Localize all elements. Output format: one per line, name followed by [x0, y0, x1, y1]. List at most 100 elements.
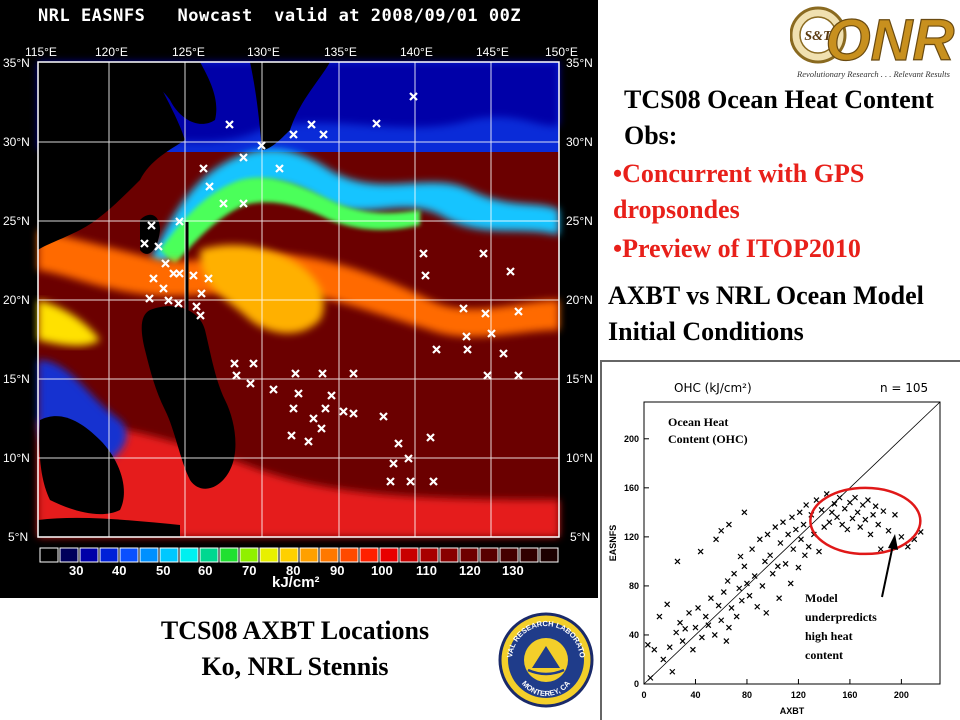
axbt-location-markers: [140, 92, 523, 486]
data-point: [831, 500, 838, 507]
lon-label: 135°E: [324, 45, 357, 59]
lon-label: 125°E: [172, 45, 205, 59]
data-point: [826, 519, 833, 526]
data-point: [651, 646, 658, 653]
high-heat-ellipse: [809, 486, 922, 556]
data-point: [711, 632, 718, 638]
data-point: [737, 553, 744, 560]
data-point: [718, 617, 725, 624]
data-point: [839, 521, 846, 528]
data-point: [849, 515, 856, 522]
data-point: [754, 603, 761, 610]
data-point: [664, 601, 671, 608]
data-point: [857, 524, 864, 530]
data-point: [723, 638, 730, 645]
x-tick-label: 0: [641, 690, 646, 700]
lon-label: 130°E: [247, 45, 280, 59]
data-point: [846, 499, 853, 506]
data-point: [647, 674, 654, 681]
lon-label: 115°E: [25, 45, 57, 59]
data-point: [695, 605, 701, 611]
data-point: [787, 580, 794, 587]
data-point: [726, 521, 732, 528]
ohc-scatter-panel: 0 40 80 120 160 200 0 40 80 120 160 200 OHC (kJ/cm²)…: [600, 360, 960, 720]
y-tick-label: 40: [629, 630, 639, 640]
data-point: [877, 546, 884, 553]
data-point: [813, 497, 820, 504]
x-tick-label: 80: [742, 690, 752, 700]
lat-label-right: 30°N: [566, 135, 593, 149]
data-point: [736, 585, 743, 592]
ohc-scatter-plot: 0 40 80 120 160 200 0 40 80 120 160 200 OHC (kJ/cm²)…: [608, 381, 941, 716]
data-point: [836, 494, 843, 501]
onr-logo: S&T ONR: [789, 2, 960, 82]
y-axis-label: EASNFS: [608, 525, 618, 562]
data-point: [780, 519, 786, 526]
colorbar-tick: 90: [330, 563, 345, 578]
bullet-gps-dropsondes: •Concurrent with GPS dropsondes: [613, 159, 865, 224]
ohc-map: [37, 61, 560, 563]
data-point: [816, 548, 822, 555]
data-point: [718, 527, 725, 534]
y-tick-label: 120: [624, 532, 639, 542]
data-point: [644, 641, 651, 648]
data-point: [738, 597, 745, 604]
ohc-annotation: Ocean Heat Content (OHC): [668, 415, 748, 446]
data-point: [763, 609, 770, 616]
map-caption: TCS08 AXBT Locations Ko, NRL Stennis: [120, 613, 470, 685]
data-point: [686, 609, 692, 616]
caption-line-1: TCS08 AXBT Locations: [160, 616, 430, 645]
obs-heading: TCS08 Ocean Heat Content Obs:: [624, 85, 934, 150]
colorbar: [39, 547, 559, 563]
data-point: [702, 613, 709, 620]
data-point: [767, 552, 774, 559]
data-point: [870, 511, 877, 518]
lat-label: 30°N: [3, 135, 30, 149]
seal-text: S&T: [804, 29, 833, 44]
data-point: [682, 625, 689, 632]
lat-label: 35°N: [3, 56, 30, 70]
chart-title: OHC (kJ/cm²): [674, 381, 752, 395]
data-point: [707, 595, 714, 602]
data-point: [749, 546, 756, 553]
x-tick-label: 120: [791, 690, 806, 700]
lon-label: 150°E: [545, 45, 578, 59]
data-point: [673, 629, 680, 636]
data-point: [764, 531, 771, 538]
data-point: [892, 511, 898, 518]
data-point: [728, 605, 735, 611]
data-point: [741, 563, 748, 570]
y-tick-label: 160: [624, 483, 639, 493]
colorbar-tick: 80: [286, 563, 301, 578]
data-point: [674, 558, 681, 565]
caption-line-2: Ko, NRL Stennis: [201, 652, 389, 681]
data-point: [772, 524, 779, 530]
data-point: [865, 497, 871, 504]
lat-label-right: 15°N: [566, 372, 593, 386]
data-point: [762, 558, 768, 565]
y-tick-label: 200: [624, 434, 639, 444]
data-point: [769, 570, 776, 577]
data-point: [789, 514, 795, 521]
onr-tagline: Revolutionary Research . . . Relevant Re…: [797, 69, 950, 79]
data-point: [756, 536, 763, 543]
data-point: [679, 638, 686, 645]
lat-label-right: 25°N: [566, 214, 593, 228]
data-point: [796, 509, 803, 516]
lat-label: 25°N: [3, 214, 30, 228]
data-point: [904, 543, 911, 550]
data-point: [731, 570, 738, 577]
data-point: [677, 619, 683, 626]
onr-wordmark: ONR: [826, 8, 955, 72]
y-tick-label: 80: [629, 581, 639, 591]
data-point: [859, 502, 866, 508]
colorbar-tick: 130: [502, 563, 524, 578]
colorbar-tick: 120: [459, 563, 481, 578]
data-point: [689, 646, 696, 653]
data-point: [744, 580, 750, 587]
data-point: [660, 656, 667, 663]
model-annotation: Model underpredicts high heat content: [805, 591, 877, 662]
lon-label: 145°E: [476, 45, 509, 59]
colorbar-tick: 50: [156, 563, 171, 578]
lat-label-right: 5°N: [570, 530, 591, 544]
